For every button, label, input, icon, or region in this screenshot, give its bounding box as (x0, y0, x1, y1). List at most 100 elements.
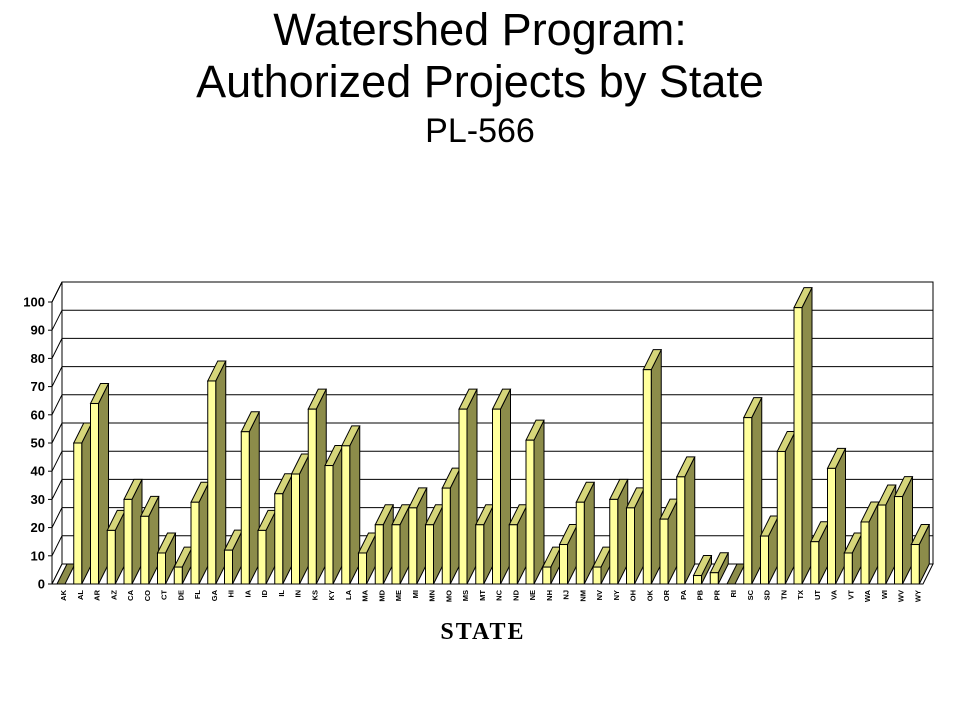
bar-ky (324, 445, 344, 585)
bar-wv (893, 476, 914, 585)
gridline (51, 422, 933, 444)
bar-front (307, 408, 317, 585)
x-tick-label: VT (846, 590, 855, 600)
bar-front (408, 507, 418, 585)
bar-front (157, 552, 166, 585)
x-tick-label: NC (495, 589, 504, 600)
x-tick-label: PA (679, 589, 688, 599)
x-tick-label: GA (210, 589, 219, 601)
bar-front (575, 501, 585, 585)
x-tick-label: TX (796, 590, 805, 600)
x-tick-label: SD (763, 589, 772, 600)
bar-front (123, 498, 133, 585)
chart-subtitle: PL-566 (425, 112, 535, 150)
bar-front (341, 445, 351, 585)
bar-side (533, 419, 545, 585)
x-tick-label: TN (779, 590, 788, 600)
x-tick-label: WV (897, 590, 906, 602)
gridline (51, 394, 933, 416)
bar-ga (206, 360, 227, 585)
bar-front (324, 465, 334, 585)
x-tick-label: NM (578, 590, 587, 602)
bar-front (190, 501, 200, 585)
x-tick-label: OR (662, 589, 671, 601)
bar-front (760, 535, 769, 585)
x-tick-label: ND (511, 589, 520, 600)
x-tick-label: MT (478, 590, 487, 601)
y-tick-label: 60 (31, 407, 45, 422)
bar-front (776, 450, 786, 585)
bar-front (877, 504, 887, 585)
x-tick-label: VA (830, 589, 839, 599)
y-tick-label: 90 (31, 323, 45, 338)
x-tick-label: CA (126, 589, 135, 600)
bar-front (274, 493, 284, 585)
bar-ca (123, 478, 143, 585)
x-tick-label: UT (813, 590, 822, 600)
bar-front (492, 408, 501, 585)
bar-front (508, 524, 518, 585)
x-tick-label: FL (193, 590, 202, 600)
bar-front (224, 549, 233, 585)
bar-me (391, 504, 411, 585)
bar-front (374, 524, 384, 585)
bar-ny (608, 478, 629, 585)
y-tick-label: 100 (23, 295, 45, 310)
bar-front (894, 496, 903, 585)
x-tick-label: PR (712, 589, 721, 600)
x-tick-label: WA (863, 589, 872, 602)
bar-nm (575, 481, 596, 585)
bar-mo (441, 467, 462, 585)
x-tick-label: AL (76, 590, 85, 600)
bar-al (72, 422, 93, 585)
bar-il (273, 473, 294, 585)
bar-front (827, 467, 836, 585)
chart-bars (56, 287, 931, 585)
x-tick-label: AK (59, 589, 68, 600)
chart-title-line-2: Authorized Projects by State (196, 56, 764, 107)
bar-ks (307, 388, 328, 585)
bar-front (793, 307, 803, 585)
gridline (51, 281, 933, 303)
x-axis-label: STATE (440, 619, 525, 645)
bar-front (843, 552, 853, 585)
y-tick-label: 0 (38, 577, 45, 592)
x-tick-label: MS (461, 590, 470, 601)
bar-va (826, 447, 847, 585)
x-tick-label: CO (143, 590, 152, 601)
y-tick-label: 30 (31, 492, 45, 507)
bar-side (684, 456, 696, 585)
bar-front (609, 498, 619, 585)
bar-front (592, 566, 602, 585)
x-tick-label: KY (327, 590, 336, 600)
bar-front (358, 552, 367, 585)
bar-ia (240, 411, 261, 585)
x-tick-label: LA (344, 589, 353, 600)
bar-front (291, 473, 300, 585)
bar-tn (776, 430, 797, 585)
x-tick-label: DE (176, 590, 185, 600)
bar-front (860, 521, 870, 585)
bar-ne (525, 419, 545, 585)
bar-wi (876, 484, 897, 585)
bar-ms (458, 388, 478, 585)
gridline (51, 478, 933, 500)
bar-la (340, 425, 361, 585)
bar-front (73, 442, 83, 585)
x-tick-label: KS (310, 590, 319, 600)
bar-sc (742, 397, 763, 585)
bar-wa (860, 501, 880, 585)
bar-front (659, 518, 669, 585)
bar-fl (190, 481, 210, 585)
x-tick-label: OK (645, 589, 654, 601)
bar-front (240, 431, 250, 585)
bar-id (257, 509, 277, 585)
bar-front (743, 417, 753, 585)
x-axis-ticks: AK AL AR AZ CA CO CT DE FL GA HI IA ID IL IN KS KY LA MA MD… (59, 589, 922, 602)
bar-mi (407, 487, 428, 585)
bar-front (709, 572, 719, 585)
x-tick-label: AZ (109, 590, 118, 600)
bar-front (910, 544, 920, 585)
bar-pa (675, 456, 696, 585)
x-tick-label: IA (243, 589, 252, 597)
